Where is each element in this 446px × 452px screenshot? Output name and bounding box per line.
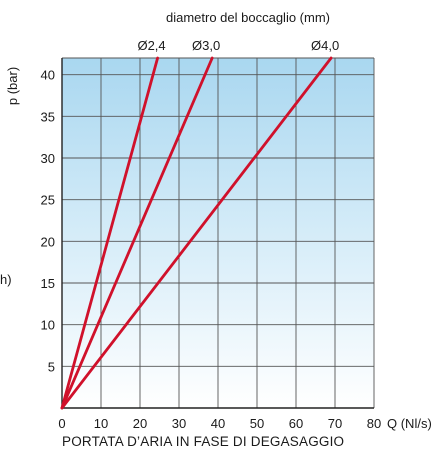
x-tick-label: 60: [289, 416, 303, 431]
grid: [61, 57, 375, 409]
y-tick-label: 30: [41, 151, 55, 166]
x-tick-label: 80: [367, 416, 381, 431]
top-axis-title: diametro del boccaglio (mm): [166, 10, 330, 25]
y-tick-label: 5: [48, 359, 55, 374]
x-tick-label: 30: [172, 416, 186, 431]
x-tick-label: 50: [250, 416, 264, 431]
series-line-3: [60, 56, 333, 410]
y-axis-label: p (bar): [5, 67, 20, 105]
x-tick-label: 20: [133, 416, 147, 431]
series-label-1: Ø2,4: [137, 38, 165, 53]
bottom-title: PORTATA D’ARIA IN FASE DI DEGASAGGIO: [62, 434, 345, 449]
x-tick-label: 10: [94, 416, 108, 431]
y-tick-label: 20: [41, 234, 55, 249]
left-edge-label: h): [0, 272, 12, 287]
series-label-3: Ø4,0: [311, 38, 339, 53]
tick-labels: Ø2,4 Ø3,0 Ø4,0 0 10 20 30 40 50 60 70 80 5 10 15 20 25 30…: [41, 38, 382, 431]
x-tick-label: 40: [211, 416, 225, 431]
y-tick-label: 25: [41, 193, 55, 208]
series-line-2: [60, 56, 214, 410]
y-tick-label: 35: [41, 109, 55, 124]
y-tick-label: 10: [41, 318, 55, 333]
y-tick-label: 15: [41, 276, 55, 291]
series-label-2: Ø3,0: [192, 38, 220, 53]
y-tick-label: 40: [41, 68, 55, 83]
series-lines: [60, 56, 333, 410]
x-tick-label: 70: [328, 416, 342, 431]
series-line-1: [60, 56, 160, 410]
x-axis-label: Q (Nl/s): [387, 416, 432, 431]
x-tick-label: 0: [58, 416, 65, 431]
